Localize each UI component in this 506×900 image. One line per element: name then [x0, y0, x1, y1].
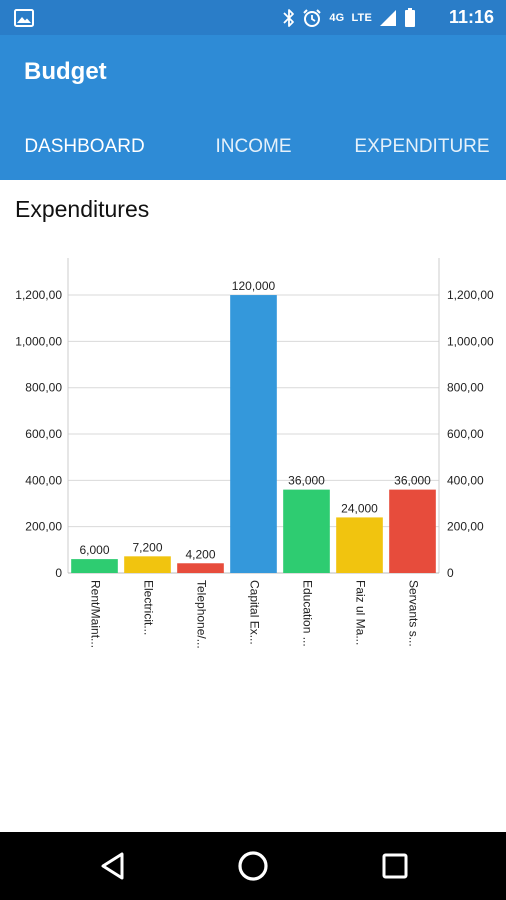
- y-tick-label: 800,00: [25, 381, 62, 395]
- alarm-icon: [303, 9, 322, 27]
- clock: 11:16: [448, 7, 494, 27]
- x-tick-label: Servants s...: [407, 580, 421, 647]
- y-tick-label: 1,200,00: [15, 288, 62, 302]
- x-tick-label: Education ...: [301, 580, 315, 647]
- y-tick-label-right: 1,000,00: [447, 334, 494, 348]
- bar: [124, 556, 171, 573]
- signal-icon: [380, 10, 396, 26]
- data-label: 36,000: [288, 474, 325, 488]
- home-icon[interactable]: [237, 850, 269, 882]
- y-tick-label: 1,000,00: [15, 334, 62, 348]
- bar: [389, 489, 436, 573]
- tab-indicator: [0, 263, 169, 268]
- y-tick-label-right: 600,00: [447, 427, 484, 441]
- bar: [230, 295, 277, 573]
- data-label: 36,000: [394, 474, 431, 488]
- navigation-bar: [0, 832, 506, 900]
- bar: [177, 563, 224, 573]
- battery-icon: [405, 8, 415, 27]
- status-bar: 4G LTE 11:16: [0, 0, 506, 35]
- y-tick-label: 600,00: [25, 427, 62, 441]
- network-icon: 4G: [329, 12, 345, 24]
- y-tick-label: 400,00: [25, 473, 62, 487]
- y-tick-label: 200,00: [25, 520, 62, 534]
- section-title: Expenditures: [15, 196, 150, 222]
- x-tick-label: Capital Ex...: [248, 580, 262, 645]
- lte-label: LTE: [351, 12, 372, 24]
- y-tick-label-right: 200,00: [447, 520, 484, 534]
- data-label: 7,200: [132, 540, 162, 554]
- y-tick-label-right: 400,00: [447, 473, 484, 487]
- bar: [283, 489, 330, 573]
- bluetooth-icon: [283, 9, 295, 27]
- tab-dashboard[interactable]: DASHBOARD: [24, 136, 145, 157]
- data-label: 24,000: [341, 501, 378, 515]
- x-tick-label: Telephone/...: [195, 580, 209, 649]
- expenditure-chart: 0 0 200,00 200,00 400,00 400,00 600,00 600,00 80…: [15, 258, 494, 649]
- app-bar: Budget DASHBOARD INCOME EXPENDITURE: [0, 35, 506, 268]
- back-icon[interactable]: [98, 850, 130, 882]
- gallery-icon: [14, 9, 34, 27]
- y-tick-label-right: 1,200,00: [447, 288, 494, 302]
- recents-icon[interactable]: [379, 850, 411, 882]
- y-tick-label-right: 0: [447, 566, 454, 580]
- y-tick-label-right: 800,00: [447, 381, 484, 395]
- data-label: 6,000: [79, 543, 109, 557]
- tab-expenditure[interactable]: EXPENDITURE: [354, 136, 490, 157]
- data-label: 4,200: [185, 547, 215, 561]
- data-label: 120,000: [232, 279, 276, 293]
- y-tick-label: 0: [55, 566, 62, 580]
- x-tick-label: Rent/Maint...: [89, 580, 103, 648]
- app-title: Budget: [24, 58, 107, 85]
- bar: [71, 559, 118, 573]
- tab-income[interactable]: INCOME: [215, 136, 292, 157]
- tab-bar: DASHBOARD INCOME EXPENDITURE: [0, 123, 506, 268]
- status-icons: 4G LTE: [283, 6, 416, 30]
- bar: [336, 517, 383, 573]
- x-tick-label: Faiz ul Ma...: [354, 580, 368, 645]
- x-tick-label: Electricit...: [142, 580, 156, 635]
